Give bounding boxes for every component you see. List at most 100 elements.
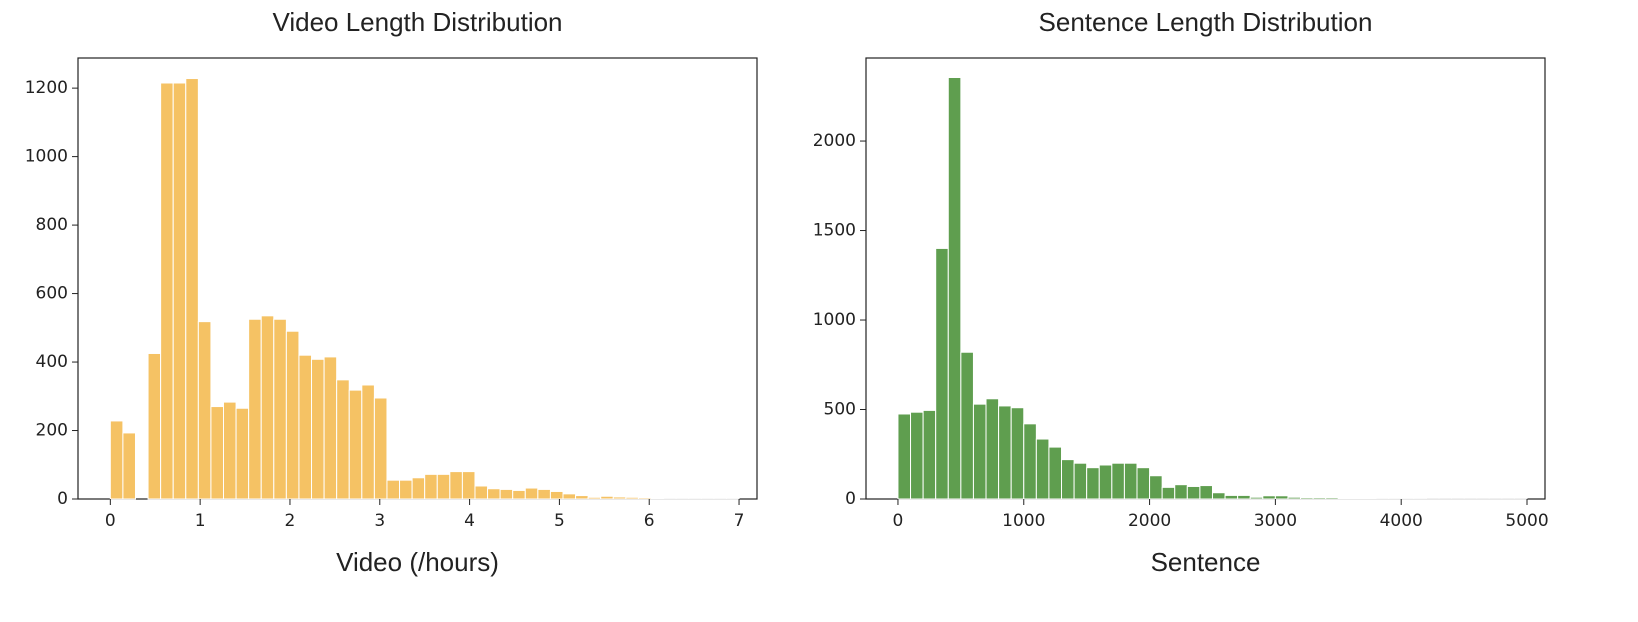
x-tick-label: 5 (554, 511, 565, 531)
bar (185, 78, 199, 500)
x-tick-label: 3000 (1254, 511, 1297, 531)
bar (524, 487, 539, 500)
bar (1211, 492, 1226, 500)
bar (373, 397, 388, 500)
bar (311, 358, 325, 500)
x-tick-label: 4 (464, 511, 475, 531)
x-tick-label: 0 (893, 511, 904, 531)
bar (361, 384, 375, 500)
bar (1337, 497, 1352, 500)
bar (109, 420, 124, 500)
bar (1186, 485, 1201, 500)
y-tick-label: 400 (36, 352, 68, 372)
bar (436, 473, 451, 500)
y-tick-label: 2000 (813, 131, 856, 151)
bar (1199, 485, 1213, 500)
bar (160, 82, 174, 500)
bar (1161, 486, 1176, 500)
bar (910, 411, 924, 500)
y-tick-label: 1000 (25, 147, 68, 167)
bar (172, 82, 187, 500)
bar (499, 488, 514, 500)
y-tick-label: 200 (36, 421, 68, 441)
bar (1010, 407, 1025, 500)
bar (223, 401, 237, 500)
bar (449, 471, 463, 500)
bar (487, 488, 501, 500)
x-tick-label: 7 (734, 511, 745, 531)
bar (947, 77, 962, 500)
bar (612, 496, 627, 500)
chart-title: Sentence Length Distribution (1039, 7, 1373, 37)
x-tick-label: 1000 (1002, 511, 1045, 531)
bar (323, 356, 338, 500)
bar (1136, 467, 1151, 500)
bar (897, 413, 912, 500)
bar (1123, 462, 1138, 500)
bar (935, 247, 949, 500)
y-tick-label: 1500 (813, 221, 856, 241)
bar (985, 398, 1000, 500)
x-tick-label: 2 (285, 511, 296, 531)
bar (537, 488, 551, 500)
bar (1086, 467, 1100, 500)
bar (273, 318, 287, 500)
bar (998, 405, 1012, 500)
x-axis-label: Video (/hours) (336, 547, 499, 577)
y-tick-label: 600 (36, 284, 68, 304)
bar (122, 432, 136, 500)
y-tick-label: 1000 (813, 310, 856, 330)
x-tick-label: 2000 (1128, 511, 1171, 531)
bar (650, 497, 665, 500)
bar (549, 490, 564, 500)
bar (1023, 423, 1037, 500)
bar (1362, 497, 1377, 500)
bar (1098, 464, 1113, 500)
bar (474, 485, 489, 500)
bar (1149, 475, 1163, 500)
x-tick-label: 5000 (1505, 511, 1548, 531)
bar (960, 351, 974, 500)
bar (562, 493, 577, 500)
y-tick-label: 0 (845, 489, 856, 509)
bar (922, 409, 937, 500)
bar (1262, 495, 1276, 500)
bar (1249, 496, 1264, 500)
bar (575, 495, 589, 500)
x-tick-label: 3 (374, 511, 385, 531)
bar (1300, 497, 1314, 500)
bar (512, 489, 526, 500)
bar (1287, 496, 1302, 500)
bar (197, 321, 212, 500)
x-tick-label: 6 (644, 511, 655, 531)
y-tick-label: 1200 (25, 78, 68, 98)
bar (285, 330, 300, 500)
x-tick-label: 1 (195, 511, 206, 531)
y-tick-label: 500 (824, 400, 856, 420)
bar (1224, 494, 1239, 500)
bar (1174, 484, 1188, 500)
x-axis-label: Sentence (1151, 547, 1261, 577)
bar (386, 479, 401, 500)
bar (1035, 438, 1050, 500)
bar (235, 407, 250, 500)
bar (587, 496, 602, 500)
bar (600, 495, 614, 500)
bar (1061, 459, 1075, 500)
bar (348, 389, 363, 500)
bar (411, 477, 426, 500)
bar (1350, 497, 1364, 500)
bar (1073, 462, 1088, 500)
bar (399, 479, 413, 500)
y-tick-label: 800 (36, 215, 68, 235)
bar (1325, 497, 1339, 500)
bar (336, 379, 350, 500)
x-tick-label: 0 (105, 511, 116, 531)
bar (147, 352, 162, 500)
bar (1237, 494, 1251, 500)
bar (461, 471, 476, 500)
bar (637, 497, 652, 500)
bar (625, 496, 639, 500)
bar (260, 315, 275, 500)
